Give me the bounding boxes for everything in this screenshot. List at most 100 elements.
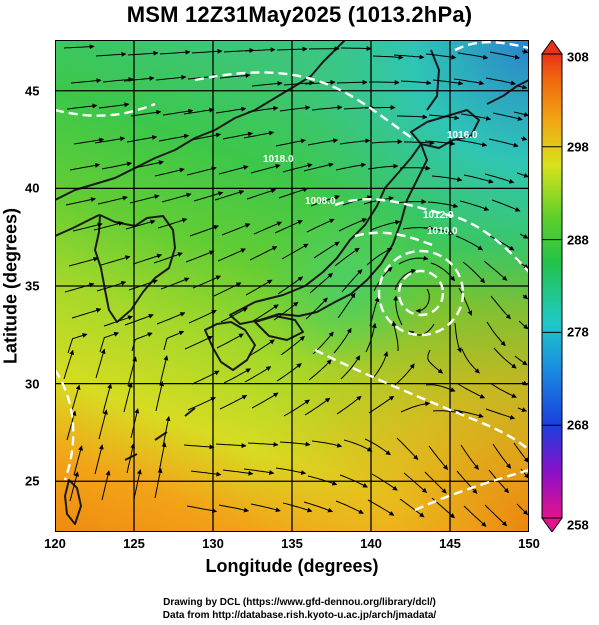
wind-streamline [428,114,460,121]
isobar-contours [55,41,529,512]
wind-streamline [463,174,494,184]
wind-streamline [281,243,309,260]
wind-streamline [341,46,372,52]
wind-streamline [485,77,517,86]
wind-streamline [488,469,510,494]
wind-streamline [367,499,395,516]
wind-streamline [309,272,334,294]
wind-streamline [399,165,431,171]
wind-streamline [425,53,457,60]
wind-streamline [484,173,515,184]
wind-streamline [311,440,343,448]
wind-streamline [218,165,249,175]
wind-streamlines [63,44,529,527]
wind-streamline [279,441,311,447]
wind-streamline [430,262,455,282]
wind-streamline [427,349,444,374]
contour-label: 1018.0 [263,154,294,165]
wind-streamline [308,359,332,381]
wind-streamline [457,52,489,60]
y-tick-label: 30 [25,376,40,392]
wind-streamline [365,322,377,353]
wind-streamline [66,103,98,110]
x-tick-label: 145 [439,536,461,551]
wind-streamline [124,313,154,326]
y-axis-label-text: Latitude (degrees) [0,207,21,365]
wind-streamline [304,397,331,416]
map-title: MSM 12Z31May2025 (1013.2hPa) [126,2,473,27]
x-tick-label: 150 [518,536,540,551]
wind-streamline [485,408,516,420]
wind-streamline [95,51,127,57]
wind-streamline [455,235,484,251]
wind-streamline [275,138,307,147]
wind-streamline [307,138,339,146]
wind-streamline [159,355,169,386]
wind-streamline [415,288,430,314]
wind-streamline [193,191,224,202]
wind-streamline [72,222,103,232]
wind-streamline [516,172,529,178]
colorbar-tick-label: 258 [567,517,589,533]
wind-streamline [370,219,401,231]
y-tick-label: 45 [25,83,40,99]
wind-streamline [454,322,462,353]
wind-streamline [305,297,328,320]
map-canvas: 1016.0 1008.0 1012.0 1010.0 1018.0 [55,40,529,532]
wind-streamline [282,502,313,513]
credit-data: Data from http://database.rish.kyoto-u.a… [162,610,437,621]
wind-streamline [459,200,490,211]
wind-streamline [483,260,508,281]
wind-streamline [190,470,222,477]
wind-streamline [276,363,302,382]
wind-streamline [98,102,130,109]
x-axis-label: Longitude (degrees) [205,556,379,576]
wind-streamline [162,415,171,447]
wind-streamline [67,333,88,354]
wind-streamline [453,409,484,419]
wind-streamline [431,175,463,182]
wind-streamline [184,335,213,350]
wind-streamline [97,195,128,205]
wind-streamline [336,395,362,415]
wind-streamline [492,443,511,469]
wind-streamline [102,77,134,83]
wind-streamline [68,256,99,267]
wind-streamline [98,409,108,440]
wind-streamline [185,250,215,263]
wind-streamline [307,475,338,486]
wind-streamline [393,295,403,326]
wind-streamline [64,282,95,293]
wind-streamline [366,247,393,266]
wind-streamline [99,331,120,353]
wind-streamline [102,383,113,414]
wind-streamline [276,46,308,52]
wind-streamline [304,79,336,85]
wind-streamline [396,437,419,460]
wind-streamline [423,227,454,235]
wind-streamline [183,107,215,115]
wind-streamline [69,471,80,502]
wind-streamline [158,133,190,142]
wind-streamline [493,347,517,369]
wind-streamline [369,79,400,85]
wind-streamline [516,503,529,516]
wind-streamline [155,74,187,81]
wind-streamline [244,366,272,383]
wind-streamline [70,384,81,415]
wind-streamline [101,161,133,170]
wind-streamline [248,339,275,357]
wind-streamline [489,382,517,398]
colorbar-max-arrow [541,40,563,55]
wind-streamline [397,114,428,120]
wind-streamline [400,401,431,413]
x-tick-label: 125 [123,536,145,551]
wind-streamline [249,246,278,261]
wind-streamline [222,469,254,476]
wind-streamline [279,105,311,112]
wind-streamline [157,218,188,229]
wind-streamline [492,112,523,121]
wind-streamline [103,315,133,327]
wind-streamline [425,384,456,392]
wind-streamline [63,44,95,50]
